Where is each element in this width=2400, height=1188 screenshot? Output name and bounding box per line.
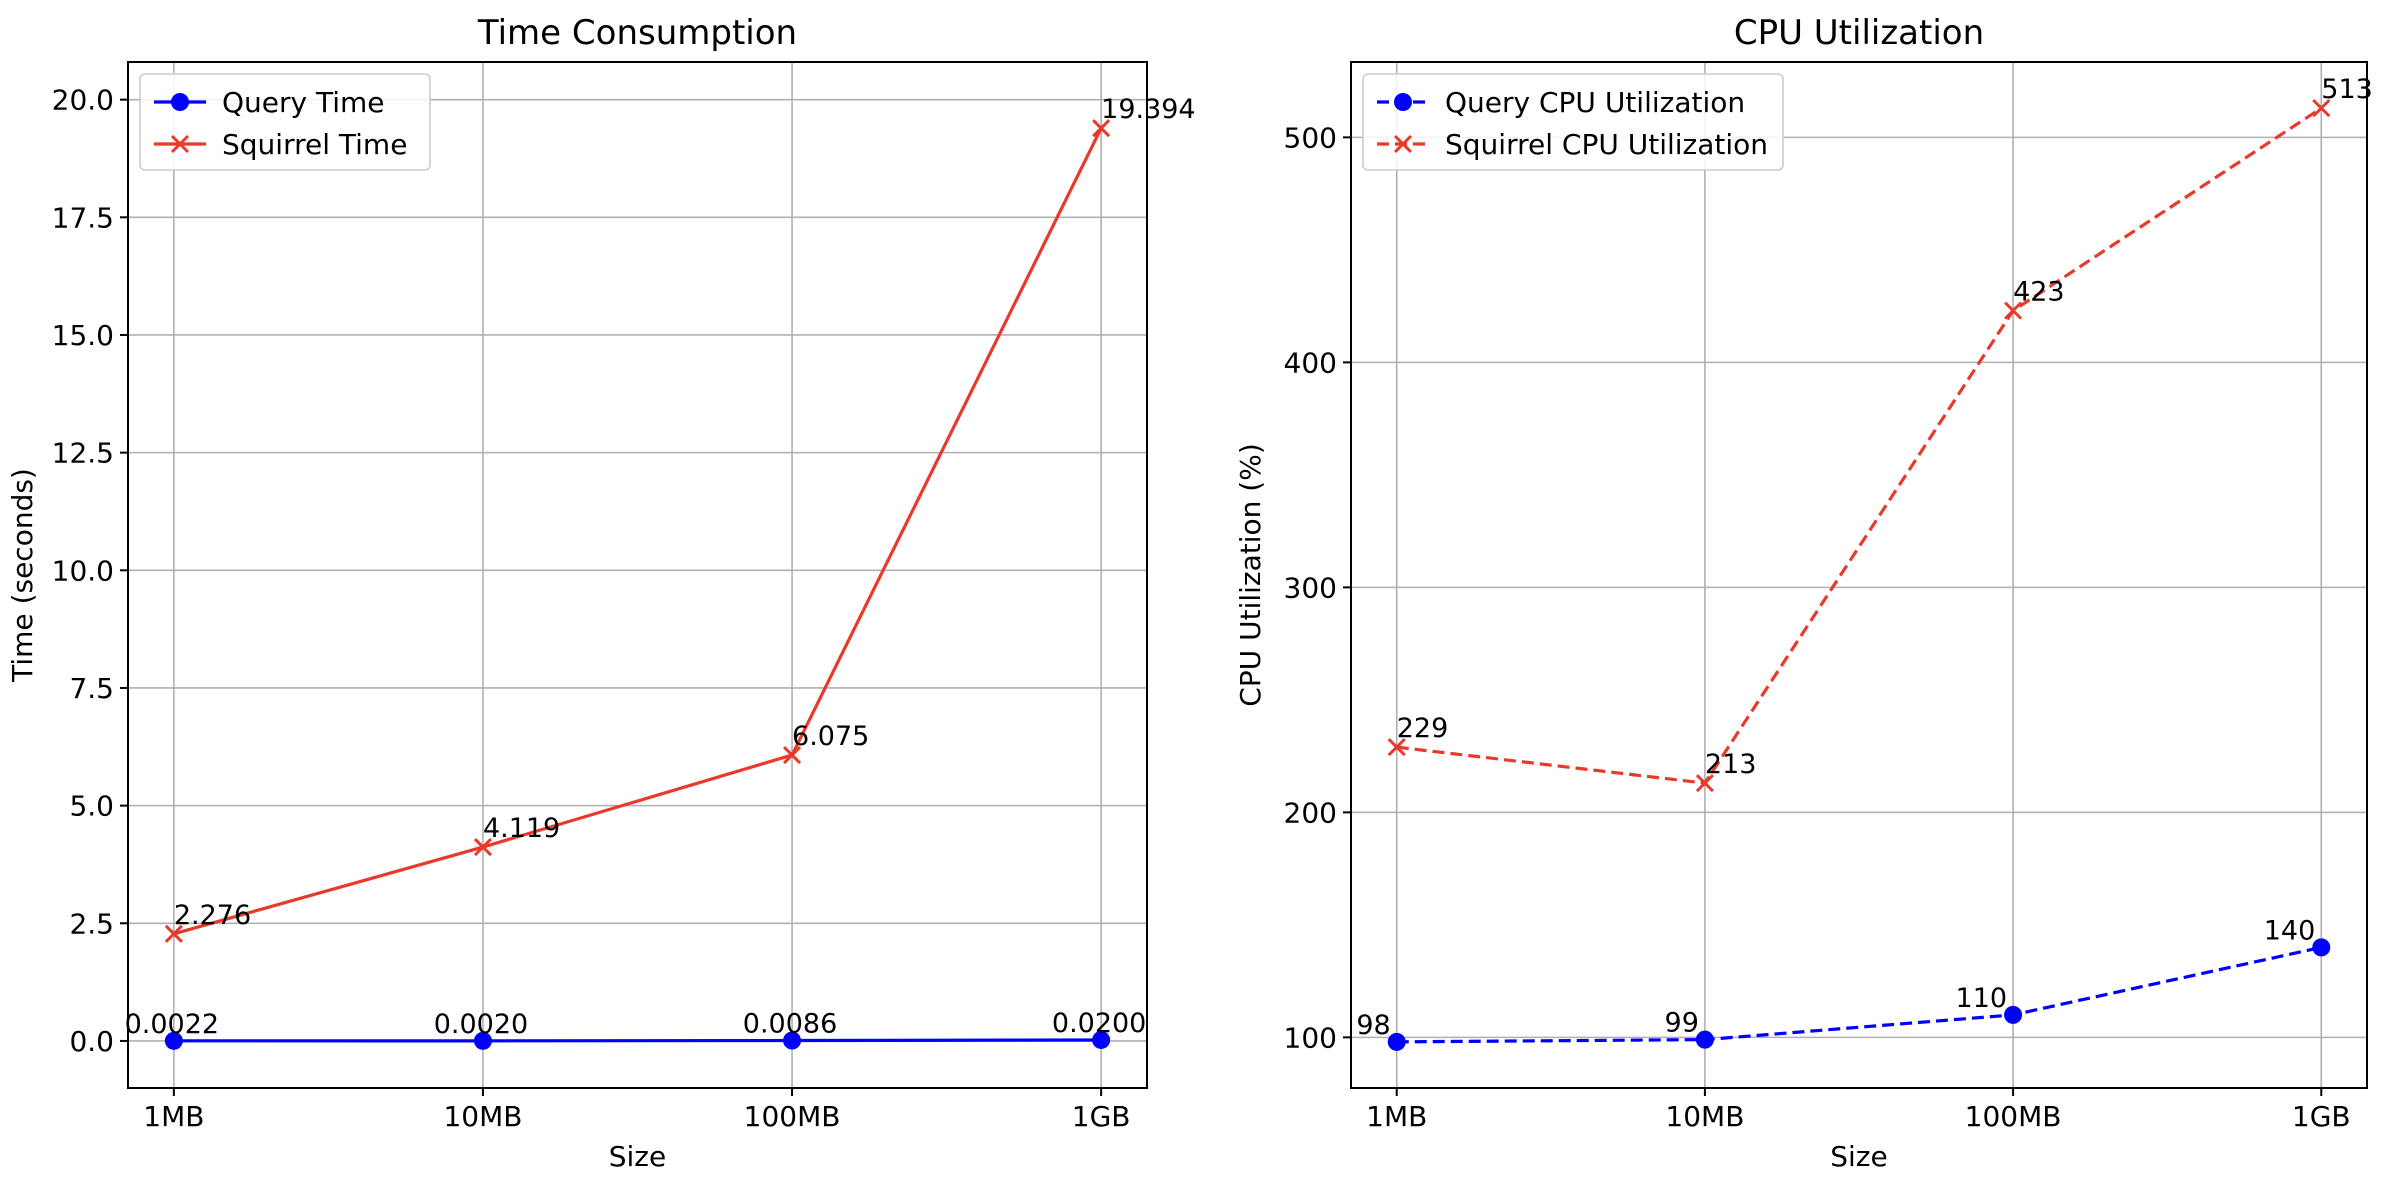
data-point [1387, 738, 1406, 757]
plot-frame [1350, 61, 2368, 1089]
data-label: 423 [2013, 277, 2065, 308]
x-axis-label: Size [1830, 1140, 1887, 1173]
y-tick-label: 400 [1284, 346, 1337, 379]
data-point [1387, 1032, 1406, 1051]
legend-label: Query CPU Utilization [1445, 86, 1745, 119]
series-query-cpu-utilization: 98 99 110 140 [1356, 915, 2331, 1051]
chart-time: Time Consumption 1MB 10MB 100MB 1GB 0.0 2.5 5.0… [6, 13, 1196, 1173]
legend-marker [1393, 134, 1413, 154]
series-squirrel-cpu-utilization: 229 213 423 513 [1387, 74, 2373, 793]
y-tick-label: 2.5 [69, 907, 114, 940]
data-label: 110 [1956, 983, 2008, 1014]
legend-label: Squirrel CPU Utilization [1445, 128, 1768, 161]
data-point [2312, 99, 2331, 118]
x-axis-label: Size [609, 1140, 666, 1173]
y-axis-label: CPU Utilization (%) [1234, 443, 1267, 706]
y-tick-label: 200 [1284, 796, 1337, 829]
data-point [1695, 1030, 1714, 1049]
data-label: 0.0020 [434, 1009, 528, 1040]
x-tick-label: 1GB [2292, 1100, 2351, 1133]
y-tick-label: 300 [1284, 571, 1337, 604]
y-tick-label: 0.0 [69, 1025, 114, 1058]
x-tick-label: 1MB [1366, 1100, 1427, 1133]
series-line [173, 127, 1103, 936]
y-tick-label: 17.5 [52, 201, 114, 234]
data-point [783, 1031, 802, 1050]
legend-label: Query Time [222, 86, 385, 119]
data-label: 98 [1356, 1010, 1390, 1041]
legend: Query Time Squirrel Time [139, 73, 431, 171]
y-tick-label: 100 [1284, 1021, 1337, 1054]
x-tick-label: 1GB [1072, 1100, 1131, 1133]
data-point [2312, 938, 2331, 957]
data-label: 513 [2321, 74, 2373, 105]
data-point [1695, 774, 1714, 793]
series-line [1396, 945, 2322, 1044]
data-point [164, 924, 183, 943]
y-tick-label: 10.0 [52, 554, 114, 587]
data-point [473, 1031, 492, 1050]
series-query-time: 0.0022 0.0020 0.0086 0.0200 [125, 1008, 1146, 1050]
data-label: 6.075 [792, 721, 869, 752]
legend-box [139, 73, 431, 171]
series-line [1396, 106, 2323, 785]
data-label: 0.0022 [125, 1009, 219, 1040]
x-tick-label: 10MB [443, 1100, 522, 1133]
legend-label: Squirrel Time [222, 128, 407, 161]
data-point [2004, 301, 2023, 320]
legend: Query CPU Utilization Squirrel CPU Utiliz… [1362, 73, 1784, 171]
data-label: 4.119 [483, 813, 560, 844]
chart-title: CPU Utilization [1734, 13, 1984, 53]
data-label: 99 [1665, 1008, 1699, 1039]
x-tick-label: 100MB [744, 1100, 841, 1133]
data-point [1092, 119, 1111, 138]
x-tick-label: 10MB [1665, 1100, 1744, 1133]
y-tick-label: 12.5 [52, 437, 114, 470]
data-label: 19.394 [1101, 94, 1195, 125]
x-tick-label: 1MB [143, 1100, 204, 1133]
y-axis-label: Time (seconds) [6, 468, 39, 683]
chart-cpu: CPU Utilization 1MB 10MB 100MB 1GB 100 200 300 4… [1234, 13, 2373, 1173]
data-point [1092, 1030, 1111, 1049]
legend-marker [170, 134, 190, 154]
data-point [782, 745, 802, 765]
legend-box [1362, 73, 1784, 171]
data-label: 2.276 [174, 900, 251, 931]
plot-frame [127, 61, 1148, 1089]
y-tick-label: 7.5 [69, 672, 114, 705]
data-point [164, 1031, 183, 1050]
y-tick-label: 5.0 [69, 790, 114, 823]
legend-marker [1394, 93, 1412, 111]
y-tick-label: 20.0 [52, 84, 114, 117]
data-label: 0.0086 [743, 1009, 837, 1040]
data-point [2004, 1005, 2023, 1024]
x-tick-label: 100MB [1965, 1100, 2062, 1133]
legend-marker [171, 93, 189, 111]
chart-title: Time Consumption [477, 13, 797, 53]
data-label: 229 [1397, 713, 1449, 744]
data-label: 140 [2264, 915, 2316, 946]
series-squirrel-time: 2.276 4.119 6.075 19.394 [164, 94, 1196, 943]
data-label: 213 [1705, 749, 1757, 780]
y-tick-label: 15.0 [52, 319, 114, 352]
y-tick-label: 500 [1284, 121, 1337, 154]
series-line [173, 1038, 1102, 1043]
data-label: 0.0200 [1052, 1008, 1146, 1039]
data-point [473, 838, 493, 857]
